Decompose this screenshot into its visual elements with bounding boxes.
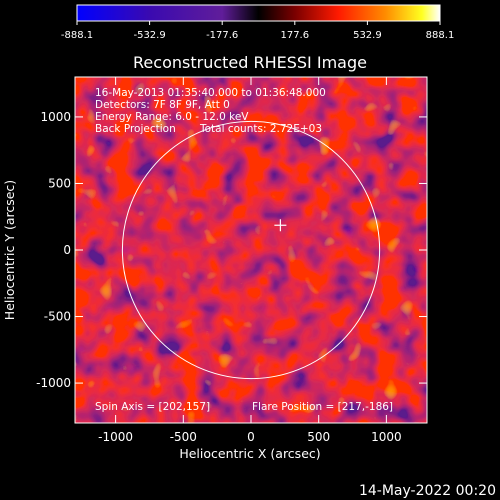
- colorbar-tick-label: 177.6: [280, 30, 309, 41]
- y-tick-label: -1000: [36, 376, 71, 390]
- y-tick-label: 0: [63, 243, 71, 257]
- colorbar-tick-label: -532.9: [133, 30, 165, 41]
- info-time-range: 16-May-2013 01:35:40.000 to 01:36:48.000: [95, 87, 326, 99]
- chart-title: Reconstructed RHESSI Image: [133, 53, 367, 72]
- colorbar-tick-label: 888.1: [426, 30, 455, 41]
- info-method: Back Projection: [95, 123, 176, 135]
- x-tick-label: 1000: [371, 430, 402, 444]
- timestamp: 14-May-2022 00:20: [359, 483, 496, 499]
- spin-axis-label: Spin Axis = [202,157]: [95, 401, 210, 413]
- solar-disk-circle: [121, 120, 381, 380]
- y-axis-label: Heliocentric Y (arcsec): [2, 180, 17, 320]
- colorbar-tick-label: -888.1: [61, 30, 93, 41]
- y-tick-label: -500: [44, 310, 71, 324]
- info-total-counts: Total counts: 2.72E+03: [199, 123, 322, 135]
- y-tick-label: 1000: [40, 110, 71, 124]
- axis-ticks: -1000 -500 0 500 1000 -1000 -500 0 500 1000: [36, 77, 427, 444]
- colorbar-tick-label: 532.9: [353, 30, 382, 41]
- y-tick-label: 500: [48, 176, 71, 190]
- flare-position-marker: [274, 219, 287, 232]
- x-tick-label: -500: [170, 430, 197, 444]
- heatmap-image: [75, 77, 427, 423]
- info-detectors: Detectors: 7F 8F 9F, Att 0: [95, 99, 230, 111]
- colorbar-tick-label: -177.6: [206, 30, 238, 41]
- x-tick-label: 500: [307, 430, 330, 444]
- flare-position-label: Flare Position = [217,-186]: [252, 401, 393, 413]
- colorbar-ticks: -888.1 -532.9 -177.6 177.6 532.9 888.1: [61, 21, 454, 41]
- x-axis-label: Heliocentric X (arcsec): [179, 446, 320, 461]
- x-tick-label: 0: [247, 430, 255, 444]
- x-tick-label: -1000: [98, 430, 133, 444]
- info-energy-range: Energy Range: 6.0 - 12.0 keV: [95, 111, 249, 123]
- colorbar: [76, 4, 441, 22]
